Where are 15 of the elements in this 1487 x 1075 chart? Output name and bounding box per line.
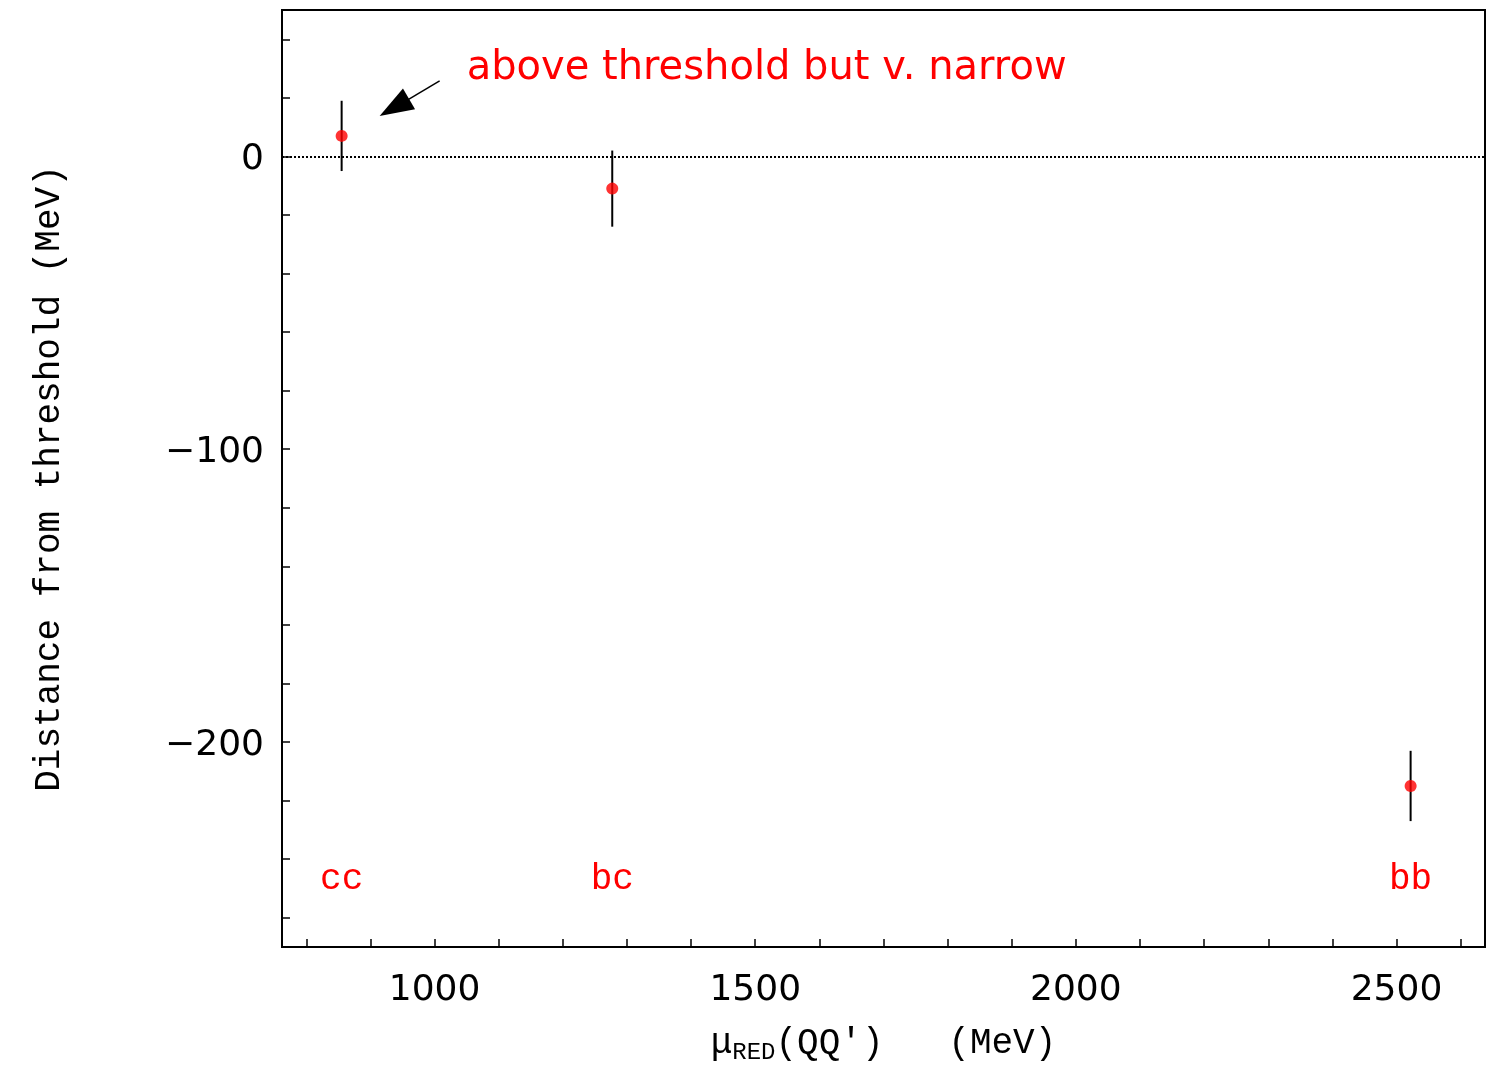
x-tick-label: 2000 <box>1030 966 1122 1008</box>
point <box>606 182 619 195</box>
annotation: bb <box>1389 858 1433 900</box>
point <box>335 129 348 142</box>
annotation: above threshold but v. narrow <box>466 42 1067 88</box>
y-tick-label: 0 <box>241 135 264 177</box>
annotation: bc <box>590 858 634 900</box>
x-tick-label: 2500 <box>1350 966 1443 1008</box>
point <box>1404 779 1417 792</box>
x-tick-label: 1500 <box>709 966 802 1008</box>
y-axis-title: Distance from threshold (MeV) <box>28 165 70 792</box>
y-tick-label: −100 <box>165 428 264 470</box>
x-tick-label: 1000 <box>388 966 481 1008</box>
y-tick-label: −200 <box>165 721 264 763</box>
annotation: cc <box>320 858 364 900</box>
